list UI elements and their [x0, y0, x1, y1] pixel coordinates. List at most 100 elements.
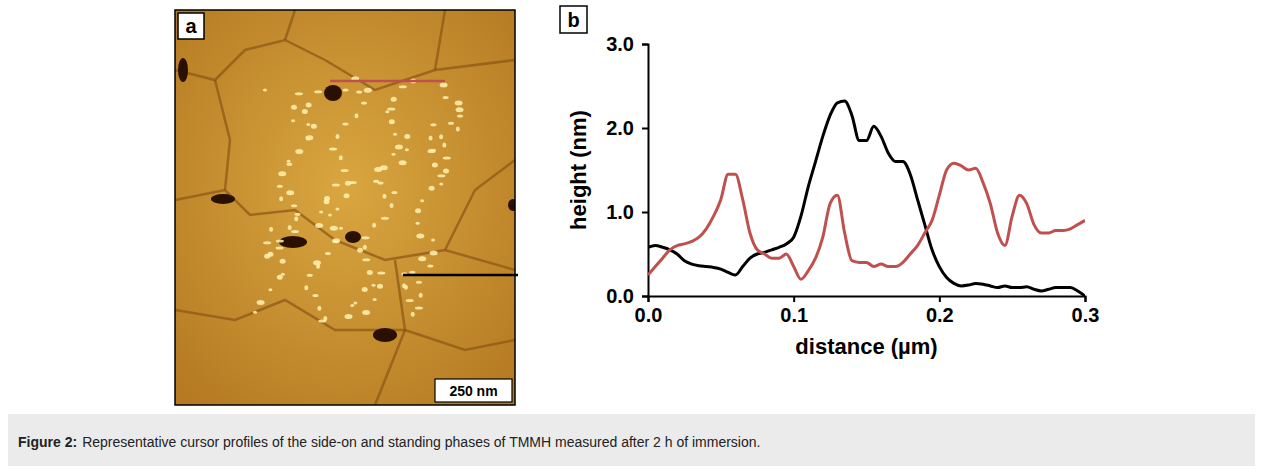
particle	[314, 90, 322, 93]
particle	[287, 160, 291, 163]
particle	[307, 274, 313, 277]
particle	[329, 147, 337, 150]
particle	[456, 107, 464, 112]
particle	[343, 89, 349, 92]
particle	[416, 233, 424, 238]
panel-label-box	[178, 13, 204, 39]
particle	[427, 264, 433, 267]
grain-boundary	[435, 10, 445, 70]
particle	[316, 264, 320, 269]
particle	[335, 207, 339, 210]
tick-label: 2.0	[606, 117, 634, 139]
particle	[391, 97, 397, 102]
figure: a250 nmb0.00.10.20.30.01.02.03.0distance…	[0, 0, 1263, 470]
particle	[269, 227, 273, 232]
particle	[389, 119, 395, 124]
particle	[364, 88, 372, 93]
tick-mark	[939, 296, 941, 302]
image-frame	[175, 10, 515, 405]
grain-boundary	[215, 80, 230, 190]
particle	[291, 119, 295, 122]
particle	[291, 105, 297, 110]
particle	[387, 108, 395, 111]
afm-image	[175, 10, 515, 405]
particle	[350, 304, 354, 307]
grain-boundary	[175, 300, 405, 330]
particle	[362, 236, 370, 239]
particle	[442, 143, 446, 148]
particle	[319, 210, 323, 213]
particle	[317, 306, 321, 311]
particle	[399, 160, 407, 165]
grain-boundary	[405, 330, 515, 350]
tick-label: 0.3	[1072, 304, 1100, 326]
particle	[306, 123, 310, 126]
caption: Figure 2:Representative cursor profiles …	[18, 434, 760, 450]
particle	[286, 163, 292, 166]
particle	[362, 287, 368, 292]
particle	[380, 165, 388, 170]
particle	[294, 216, 298, 221]
tick: 0.0	[635, 296, 663, 326]
cursor-line-red	[330, 80, 445, 83]
particle	[402, 283, 406, 288]
particle	[382, 194, 386, 199]
particle	[345, 181, 351, 186]
particle	[295, 149, 303, 154]
particle	[431, 238, 435, 241]
tick: 0.0	[606, 285, 648, 307]
particle	[418, 256, 426, 261]
particle	[311, 124, 317, 129]
particle	[344, 193, 350, 198]
particle	[362, 310, 370, 315]
tick: 0.2	[926, 296, 954, 326]
particle	[373, 180, 379, 183]
tick-label: 0.2	[926, 304, 954, 326]
y-axis-title: height (nm)	[566, 110, 591, 230]
particle	[253, 311, 257, 314]
particle	[315, 223, 323, 228]
particle	[295, 213, 301, 216]
particle	[357, 248, 363, 253]
particle	[277, 185, 283, 188]
particle	[432, 163, 438, 168]
tick-mark	[642, 212, 648, 214]
pore	[211, 194, 235, 204]
particle	[291, 230, 299, 233]
particle	[390, 203, 394, 208]
particle	[267, 252, 273, 257]
tick-mark	[642, 44, 648, 46]
particle	[437, 174, 445, 177]
particle	[419, 293, 423, 298]
y-axis: 0.01.02.03.0	[606, 33, 648, 307]
particle	[363, 245, 367, 250]
particle	[399, 85, 407, 88]
particle	[361, 102, 367, 105]
particle	[279, 196, 283, 201]
particle	[443, 96, 449, 99]
grain-boundary	[335, 240, 515, 270]
pore	[345, 231, 361, 243]
particle	[332, 238, 340, 243]
particle	[406, 299, 414, 302]
particle	[281, 273, 285, 276]
pore	[324, 85, 342, 101]
particle	[353, 302, 357, 305]
particle	[276, 247, 284, 250]
particle	[356, 91, 362, 94]
particle	[345, 314, 353, 319]
particle	[325, 252, 331, 255]
tick: 3.0	[606, 33, 648, 55]
particle	[305, 135, 313, 140]
panel-label-box	[560, 6, 587, 33]
particle	[291, 204, 297, 207]
caption-background	[8, 414, 1255, 466]
particle	[306, 103, 312, 108]
particle	[428, 149, 436, 152]
particle	[391, 153, 395, 156]
particle	[430, 123, 436, 126]
grain-boundary	[175, 190, 335, 240]
tick-label: 0.0	[606, 285, 634, 307]
pore	[373, 328, 397, 342]
image-background	[175, 10, 515, 405]
